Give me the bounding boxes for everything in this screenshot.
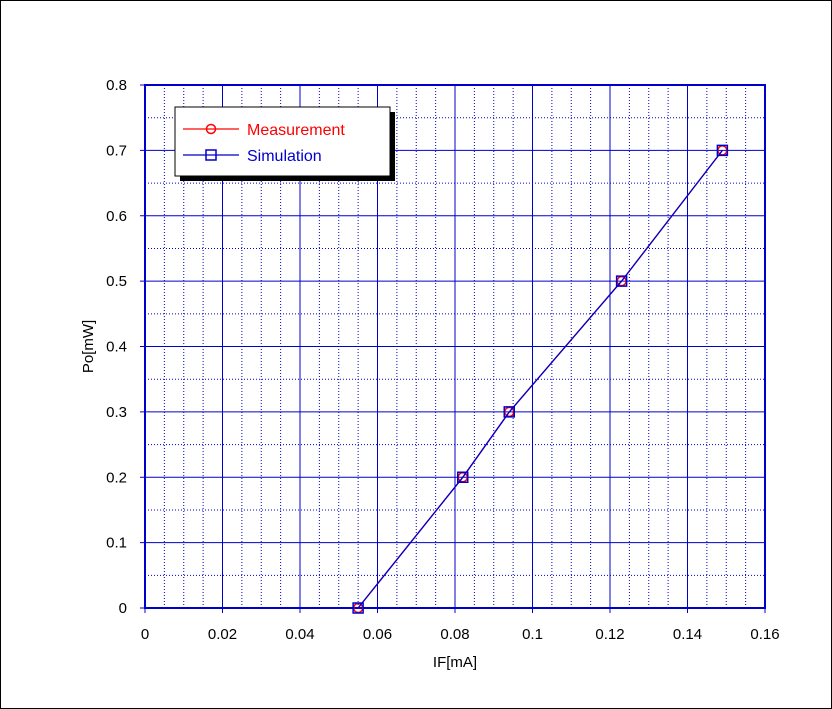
x-tick-label: 0.02 xyxy=(208,626,237,643)
x-tick-label: 0 xyxy=(141,626,149,643)
y-tick-label: 0.2 xyxy=(106,469,127,486)
data-point xyxy=(503,406,515,418)
y-tick-label: 0.6 xyxy=(106,208,127,225)
legend-label: Measurement xyxy=(247,122,345,139)
data-point xyxy=(457,471,469,483)
legend-item: Simulation xyxy=(183,148,322,165)
x-tick-label: 0.16 xyxy=(750,626,779,643)
x-tick-label: 0.08 xyxy=(440,626,469,643)
x-axis-label: IF[mA] xyxy=(433,654,477,671)
data-point xyxy=(716,144,729,157)
y-tick-label: 0.1 xyxy=(106,535,127,552)
legend-item: Measurement xyxy=(183,122,345,139)
y-tick-label: 0.5 xyxy=(106,273,127,290)
legend: Measurement Simulation xyxy=(174,106,395,181)
y-tick-label: 0.4 xyxy=(106,339,127,356)
legend-marker xyxy=(205,123,217,135)
y-tick-label: 0 xyxy=(119,600,127,617)
x-tick-label: 0.14 xyxy=(673,626,702,643)
data-point xyxy=(615,275,628,287)
legend-marker xyxy=(205,149,217,161)
data-point xyxy=(352,602,364,614)
axis-ticks: 0 0.02 0.04 0.06 0.08 0.1 0.12 0.14 0.16 0 0.1 0.2 0… xyxy=(106,77,779,643)
y-tick-label: 0.8 xyxy=(106,77,127,94)
legend-items: Measurement Simulation xyxy=(183,122,345,165)
series-simulation xyxy=(352,144,729,614)
y-tick-label: 0.7 xyxy=(106,142,127,159)
x-tick-label: 0.04 xyxy=(285,626,314,643)
y-tick-label: 0.3 xyxy=(106,404,127,421)
x-tick-label: 0.06 xyxy=(363,626,392,643)
legend-box xyxy=(174,106,391,177)
legend-label: Simulation xyxy=(247,148,322,165)
series-line xyxy=(357,150,723,609)
x-tick-label: 0.12 xyxy=(595,626,624,643)
x-tick-label: 0.1 xyxy=(522,626,543,643)
y-axis-label: Po[mW] xyxy=(80,320,97,373)
series-group xyxy=(352,144,729,614)
